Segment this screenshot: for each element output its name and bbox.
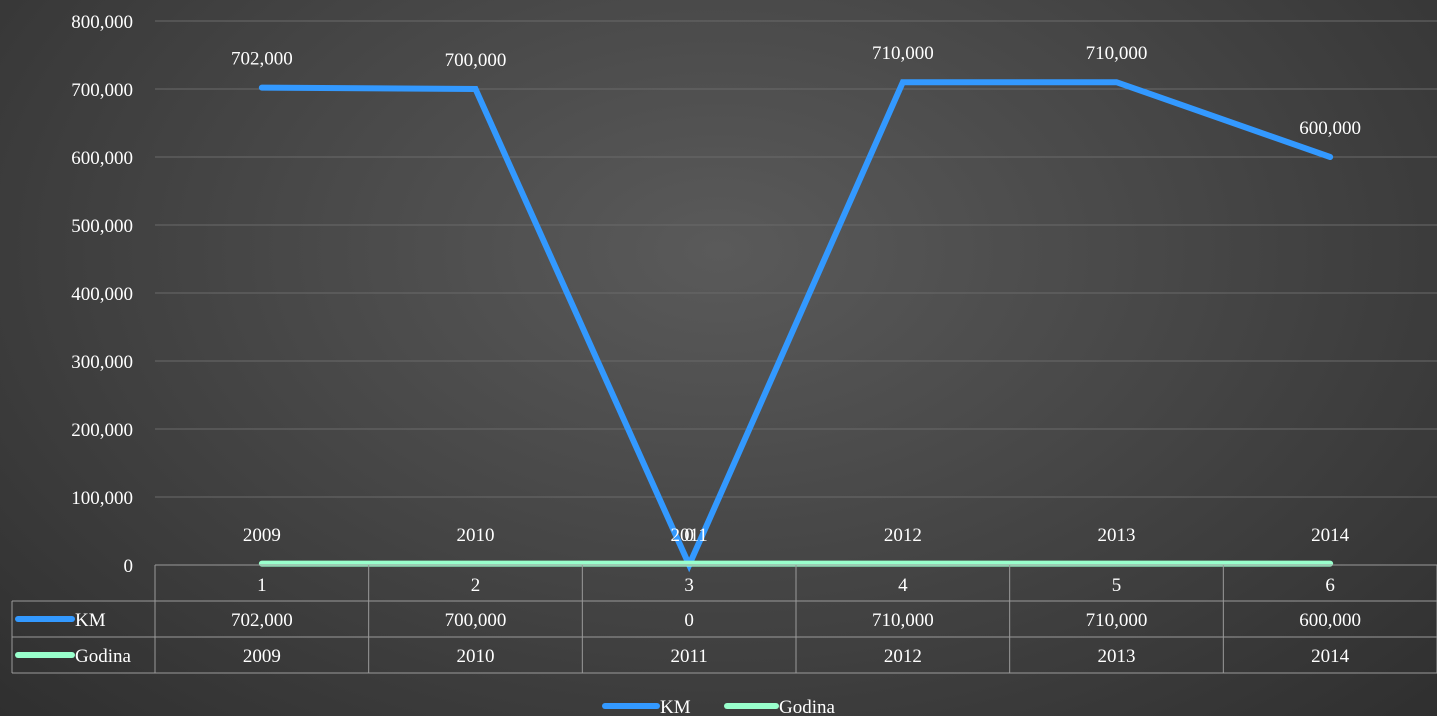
table-cell: 600,000 <box>1299 610 1361 631</box>
y-tick-label: 400,000 <box>71 284 133 305</box>
table-cell: 2010 <box>457 646 495 667</box>
legend: KM Godina <box>602 697 836 716</box>
table-header-cell: 4 <box>898 575 908 596</box>
table-cell: 0 <box>684 610 694 631</box>
data-label-km: 710,000 <box>1086 43 1148 64</box>
table-cell: 702,000 <box>231 610 293 631</box>
table-cell: 2013 <box>1098 646 1136 667</box>
table-header-cell: 5 <box>1112 575 1122 596</box>
table-header-cell: 6 <box>1325 575 1335 596</box>
table-cell: 2011 <box>671 646 708 667</box>
y-tick-label: 500,000 <box>71 216 133 237</box>
series-lines <box>258 79 1334 573</box>
table-header-cell: 1 <box>257 575 267 596</box>
data-table: 1 2 3 4 5 6 KM 702,000 700,000 0 710,000 710,000 600… <box>11 564 1437 674</box>
table-row-label: Godina <box>75 646 132 667</box>
table-cell: 710,000 <box>872 610 934 631</box>
table-cell: 2012 <box>884 646 922 667</box>
data-labels: 702,000 700,000 0 710,000 710,000 600,000 2009… <box>231 43 1361 546</box>
table-cell: 710,000 <box>1086 610 1148 631</box>
data-label-km: 710,000 <box>872 43 934 64</box>
data-label-godina: 2012 <box>884 525 922 546</box>
y-tick-label: 800,000 <box>71 12 133 33</box>
y-tick-label: 600,000 <box>71 148 133 169</box>
y-tick-label: 200,000 <box>71 420 133 441</box>
data-label-godina: 2010 <box>457 525 495 546</box>
table-cell: 2009 <box>243 646 281 667</box>
data-label-km: 700,000 <box>445 50 507 71</box>
legend-label-godina: Godina <box>779 697 836 716</box>
data-label-km: 600,000 <box>1299 118 1361 139</box>
y-tick-label: 700,000 <box>71 80 133 101</box>
y-tick-label: 0 <box>124 556 134 577</box>
legend-label-km: KM <box>660 697 691 716</box>
table-cell: 2014 <box>1311 646 1350 667</box>
data-label-godina: 2014 <box>1311 525 1350 546</box>
table-cell: 700,000 <box>445 610 507 631</box>
y-axis: 0 100,000 200,000 300,000 400,000 500,000 600,… <box>71 12 133 577</box>
series-line-km <box>258 79 1334 573</box>
table-header-cell: 3 <box>684 575 694 596</box>
data-label-godina: 2013 <box>1098 525 1136 546</box>
y-tick-label: 100,000 <box>71 488 133 509</box>
data-label-godina: 2009 <box>243 525 281 546</box>
data-label-km: 0 <box>684 525 694 546</box>
table-header-cell: 2 <box>471 575 481 596</box>
gridlines <box>155 20 1437 498</box>
y-tick-label: 300,000 <box>71 352 133 373</box>
data-label-godina: 2011 <box>671 525 708 546</box>
data-label-km: 702,000 <box>231 49 293 70</box>
table-row-label: KM <box>75 610 106 631</box>
